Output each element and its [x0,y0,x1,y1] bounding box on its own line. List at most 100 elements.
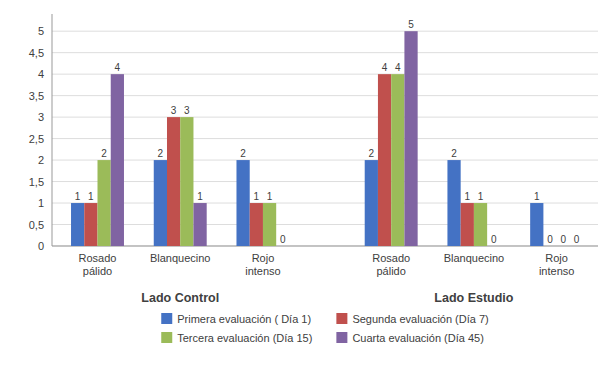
grid-line [52,117,598,118]
data-label: 1 [197,191,203,202]
x-tick-label-line: Blanquecino [150,252,211,264]
data-label: 1 [254,191,260,202]
bar [154,160,167,246]
grid-line [52,138,598,139]
data-label: 2 [158,148,164,159]
data-label: 5 [408,19,414,30]
bar [365,160,378,246]
y-tick-label: 4,5 [29,47,44,59]
data-label: 0 [491,234,497,245]
data-label: 4 [115,62,121,73]
bars [71,31,543,246]
bar [84,203,97,246]
bar [391,74,404,246]
bar [167,117,180,246]
data-label: 2 [240,148,246,159]
x-tick-label: Rojointenso [539,252,574,277]
data-label: 2 [369,148,375,159]
y-tick-label: 3 [38,111,44,123]
bar [461,203,474,246]
data-label: 4 [382,62,388,73]
bar [530,203,543,246]
grid-line [52,74,598,75]
data-label: 0 [280,234,286,245]
data-label: 4 [395,62,401,73]
x-tick-label: Rojointenso [245,252,280,277]
legend-item: Primera evaluación ( Día 1) [161,313,311,325]
y-tick-label: 2,5 [29,133,44,145]
annotations: Lado Control Lado Estudio [141,291,514,305]
legend-swatch [161,313,172,324]
legend-item: Cuarta evaluación (Día 45) [336,332,483,344]
y-tick-label: 1,5 [29,176,44,188]
y-tick-label: 2 [38,154,44,166]
data-label: 3 [171,105,177,116]
legend-label: Tercera evaluación (Día 15) [177,332,312,344]
data-labels: 122221131410231410410500 [75,19,580,245]
x-tick-label: Rosadopálido [79,252,117,277]
grid-line [52,31,598,32]
legend-item: Tercera evaluación (Día 15) [161,332,312,344]
grid-line [52,246,598,247]
x-tick-label-line: intenso [539,265,574,277]
bar [111,74,124,246]
section-label: Lado Estudio [434,291,514,305]
grid-line [52,224,598,225]
y-tick-label: 3,5 [29,90,44,102]
x-tick-label-line: pálido [83,265,112,277]
legend-swatch [336,313,347,324]
grid-line [52,52,598,53]
x-tick-label-line: pálido [377,265,406,277]
x-tick-label-line: Rojo [545,252,568,264]
data-label: 1 [534,191,540,202]
x-tick-label-line: intenso [245,265,280,277]
bar [276,246,289,247]
x-tick-label-line: Rosado [372,252,410,264]
legend-swatch [161,332,172,343]
data-label: 3 [184,105,190,116]
section-label: Lado Control [141,291,219,305]
legend-item: Segunda evaluación (Día 7) [336,313,488,325]
data-label: 1 [267,191,273,202]
data-label: 0 [560,234,566,245]
data-label: 2 [451,148,457,159]
y-axis-line [52,14,53,246]
legend: Primera evaluación ( Día 1) Segunda evalu… [161,313,489,344]
bar [404,31,417,246]
data-label: 1 [478,191,484,202]
y-tick-label: 4 [38,68,44,80]
bar [570,246,583,247]
x-tick-label: Rosadopálido [372,252,410,277]
bar [487,246,500,247]
legend-label: Primera evaluación ( Día 1) [177,313,311,325]
data-label: 0 [547,234,553,245]
bar [447,160,460,246]
data-label: 1 [88,191,94,202]
bar [98,160,111,246]
y-tick-label: 1 [38,197,44,209]
data-label: 1 [465,191,471,202]
grid-line [52,160,598,161]
bar [557,246,570,247]
x-tick-label-line: Rosado [79,252,117,264]
x-tick-label: Blanquecino [444,252,505,264]
bar [378,74,391,246]
y-tick-label: 0 [38,240,44,252]
bar [236,160,249,246]
bar [474,203,487,246]
x-tick-label: Blanquecino [150,252,211,264]
grid-line [52,95,598,96]
bar [71,203,84,246]
legend-swatch [336,332,347,343]
bar [543,246,556,247]
x-axis-line [52,246,598,247]
y-tick-label: 0,5 [29,219,44,231]
legend-label: Cuarta evaluación (Día 45) [352,332,483,344]
bar [263,203,276,246]
grid-line [52,203,598,204]
y-tick-label: 5 [38,25,44,37]
data-label: 2 [101,148,107,159]
chart: 00,511,522,533,544,551222211314102314104… [0,0,610,388]
y-tick-labels: 0 0,5 1 1,5 2 2,5 3 3,5 4 4,5 5 [29,25,44,252]
bar [180,117,193,246]
